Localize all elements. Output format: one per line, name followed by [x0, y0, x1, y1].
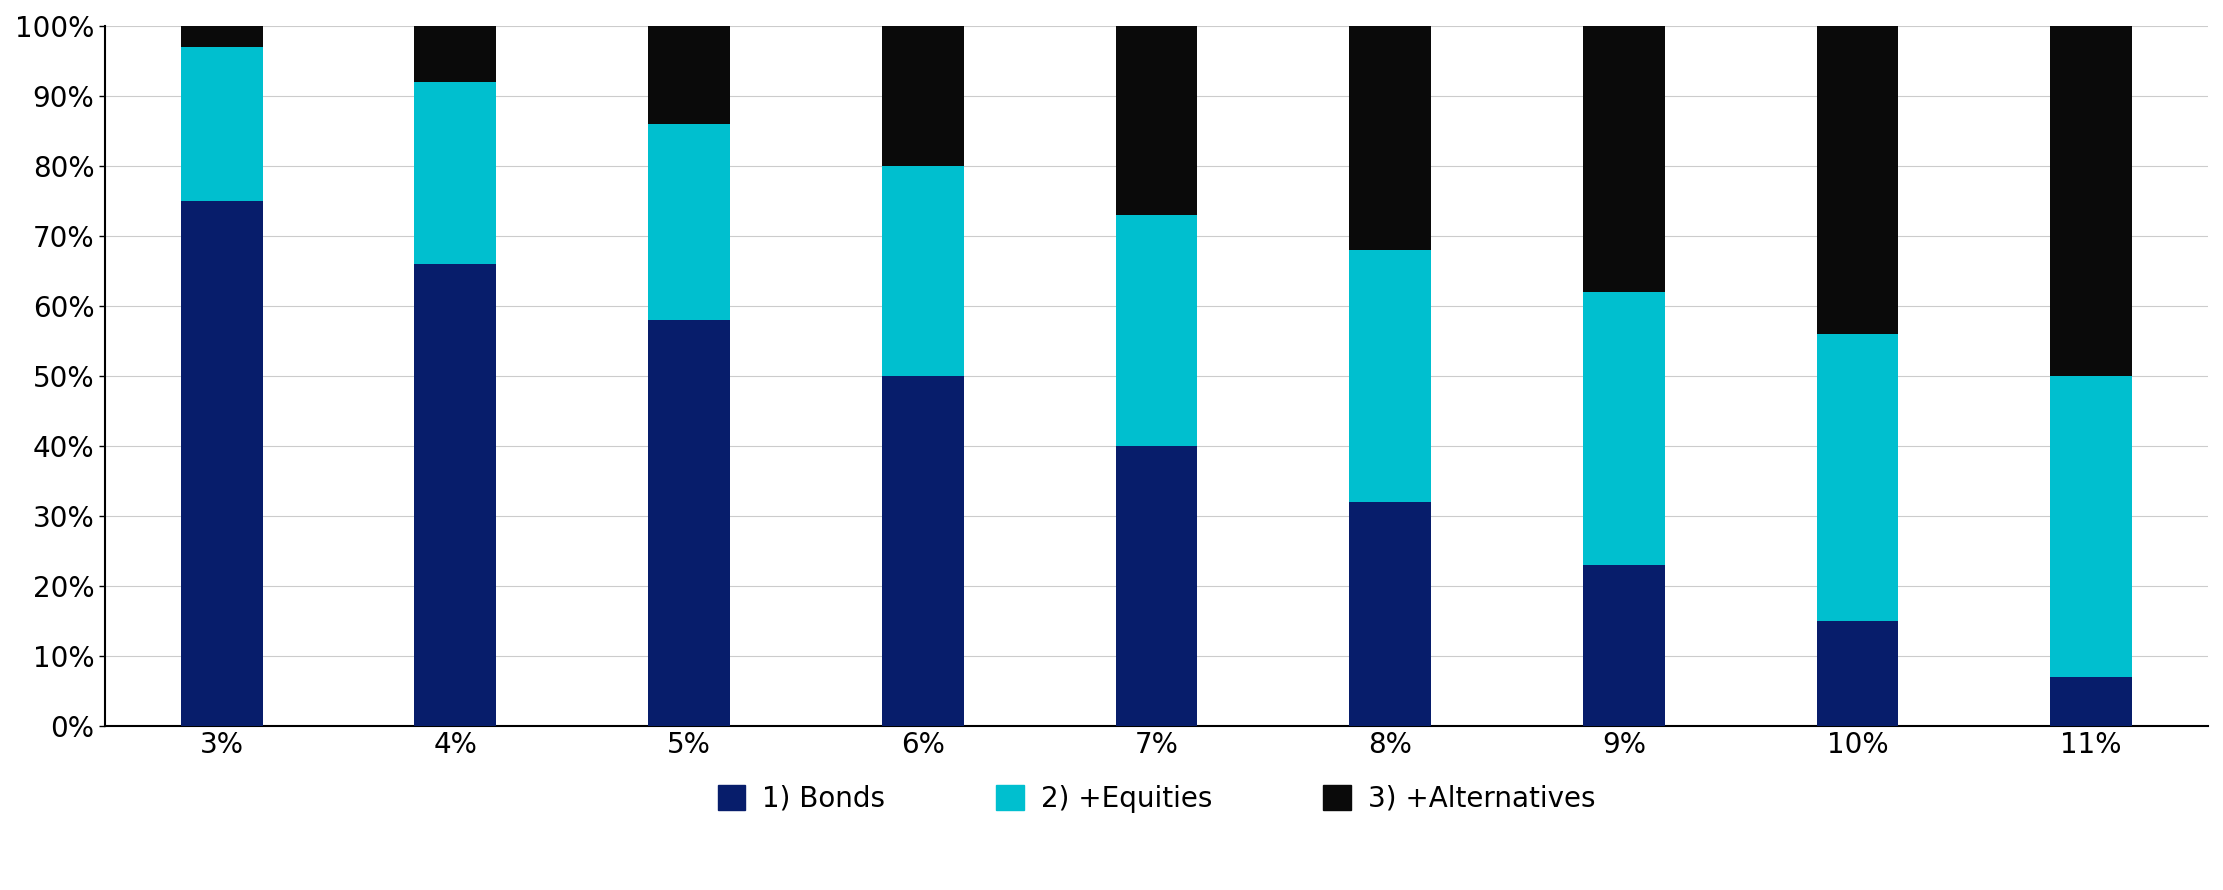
Bar [649, 320, 729, 726]
Bar [883, 166, 963, 376]
Bar [413, 264, 496, 726]
Legend: 1) Bonds, 2) +Equities, 3) +Alternatives: 1) Bonds, 2) +Equities, 3) +Alternatives [707, 773, 1607, 824]
Bar [1116, 26, 1198, 215]
Bar [2050, 677, 2132, 726]
Bar [649, 26, 729, 124]
Bar [180, 26, 262, 47]
Bar [649, 124, 729, 320]
Bar [1583, 292, 1665, 565]
Bar [1349, 26, 1432, 250]
Bar [180, 201, 262, 726]
Bar [413, 26, 496, 82]
Bar [1116, 215, 1198, 446]
Bar [1816, 26, 1898, 334]
Bar [413, 82, 496, 264]
Bar [2050, 26, 2132, 376]
Bar [1349, 250, 1432, 502]
Bar [883, 26, 963, 166]
Bar [883, 376, 963, 726]
Bar [1116, 446, 1198, 726]
Bar [1349, 502, 1432, 726]
Bar [2050, 376, 2132, 677]
Bar [180, 47, 262, 201]
Bar [1816, 621, 1898, 726]
Bar [1583, 565, 1665, 726]
Bar [1583, 26, 1665, 292]
Bar [1816, 334, 1898, 621]
